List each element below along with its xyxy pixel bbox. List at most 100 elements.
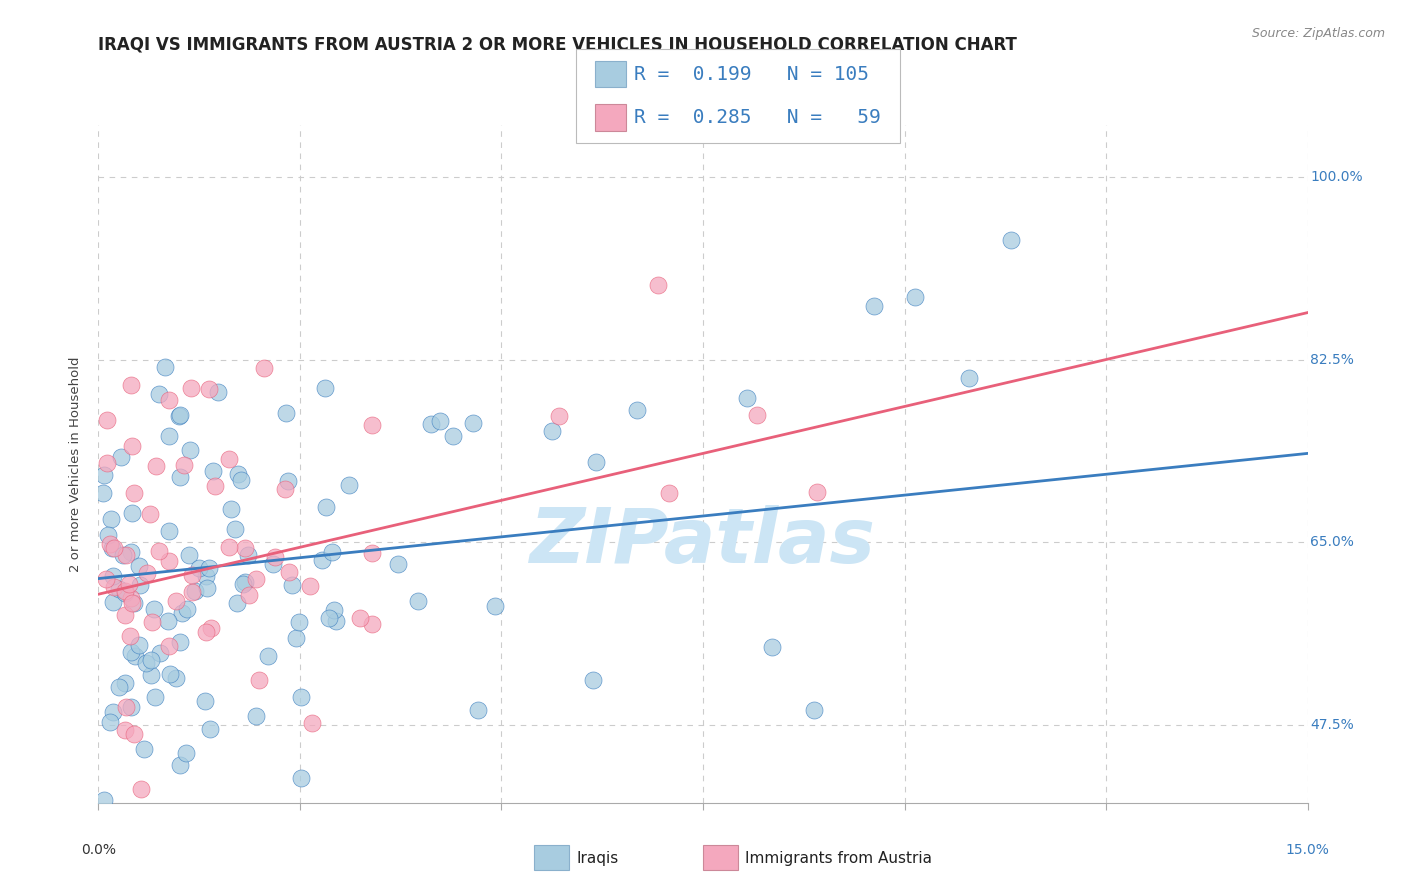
- Point: [238, 549, 260, 563]
- Point: [245, 708, 267, 723]
- Point: [114, 584, 136, 599]
- Point: [128, 578, 150, 592]
- Point: [181, 568, 204, 582]
- Point: [232, 577, 254, 591]
- Point: [183, 583, 205, 598]
- Point: [114, 586, 136, 600]
- Point: [149, 646, 172, 660]
- Point: [204, 479, 226, 493]
- Point: [98, 537, 121, 551]
- Point: [467, 703, 489, 717]
- Point: [100, 541, 122, 555]
- Point: [198, 561, 221, 575]
- Point: [806, 484, 828, 499]
- Point: [179, 548, 201, 562]
- Point: [273, 482, 295, 496]
- Point: [193, 694, 215, 708]
- Point: [169, 757, 191, 772]
- Point: [420, 417, 443, 431]
- Point: [111, 548, 134, 562]
- Point: [281, 578, 304, 592]
- Point: [143, 602, 166, 616]
- Point: [103, 580, 125, 594]
- Point: [129, 781, 152, 796]
- Point: [112, 816, 135, 830]
- Point: [278, 565, 301, 579]
- Point: [159, 667, 181, 681]
- Point: [114, 816, 136, 830]
- Point: [218, 540, 240, 554]
- Point: [124, 486, 146, 500]
- Point: [172, 606, 194, 620]
- Point: [93, 792, 115, 806]
- Point: [174, 747, 197, 761]
- Point: [153, 359, 176, 374]
- Point: [114, 607, 136, 622]
- Point: [121, 439, 143, 453]
- Text: 65.0%: 65.0%: [1310, 535, 1354, 549]
- Point: [277, 474, 299, 488]
- Point: [110, 450, 132, 465]
- Point: [141, 615, 163, 630]
- Point: [120, 629, 142, 643]
- Point: [103, 541, 125, 555]
- Point: [93, 468, 115, 483]
- Point: [339, 477, 361, 491]
- Point: [429, 414, 451, 428]
- Point: [108, 582, 131, 596]
- Point: [128, 638, 150, 652]
- Point: [148, 387, 170, 401]
- Point: [318, 611, 340, 625]
- Point: [735, 392, 758, 406]
- Point: [128, 558, 150, 573]
- Point: [311, 553, 333, 567]
- Point: [135, 566, 157, 580]
- Point: [157, 392, 180, 407]
- Point: [233, 575, 256, 590]
- Point: [761, 640, 783, 654]
- Point: [122, 596, 145, 610]
- Point: [195, 582, 218, 596]
- Point: [157, 429, 180, 443]
- Point: [582, 673, 605, 687]
- Point: [173, 458, 195, 472]
- Point: [198, 722, 221, 736]
- Point: [98, 714, 121, 729]
- Point: [219, 502, 242, 516]
- Text: 15.0%: 15.0%: [1285, 844, 1330, 857]
- Text: 0.0%: 0.0%: [82, 844, 115, 857]
- Point: [122, 727, 145, 741]
- Point: [91, 486, 114, 500]
- Point: [141, 668, 163, 682]
- Point: [285, 631, 308, 645]
- Point: [124, 648, 146, 663]
- Point: [114, 675, 136, 690]
- Point: [257, 649, 280, 664]
- Point: [114, 723, 136, 737]
- Point: [107, 680, 129, 694]
- Point: [115, 700, 138, 714]
- Point: [290, 772, 312, 786]
- Point: [226, 467, 249, 481]
- Point: [117, 576, 139, 591]
- Point: [103, 595, 125, 609]
- Point: [218, 452, 240, 467]
- Point: [101, 705, 124, 719]
- Text: Immigrants from Austria: Immigrants from Austria: [745, 851, 932, 865]
- Point: [148, 544, 170, 558]
- Point: [245, 572, 267, 586]
- Point: [262, 558, 284, 572]
- Point: [145, 458, 167, 473]
- Point: [484, 599, 506, 613]
- Point: [321, 545, 343, 559]
- Point: [120, 545, 142, 559]
- Point: [585, 455, 607, 469]
- Point: [745, 408, 768, 422]
- Point: [200, 621, 222, 635]
- Point: [657, 486, 679, 500]
- Point: [176, 602, 198, 616]
- Point: [647, 277, 669, 292]
- Point: [276, 406, 298, 420]
- Point: [862, 299, 884, 313]
- Point: [957, 371, 980, 385]
